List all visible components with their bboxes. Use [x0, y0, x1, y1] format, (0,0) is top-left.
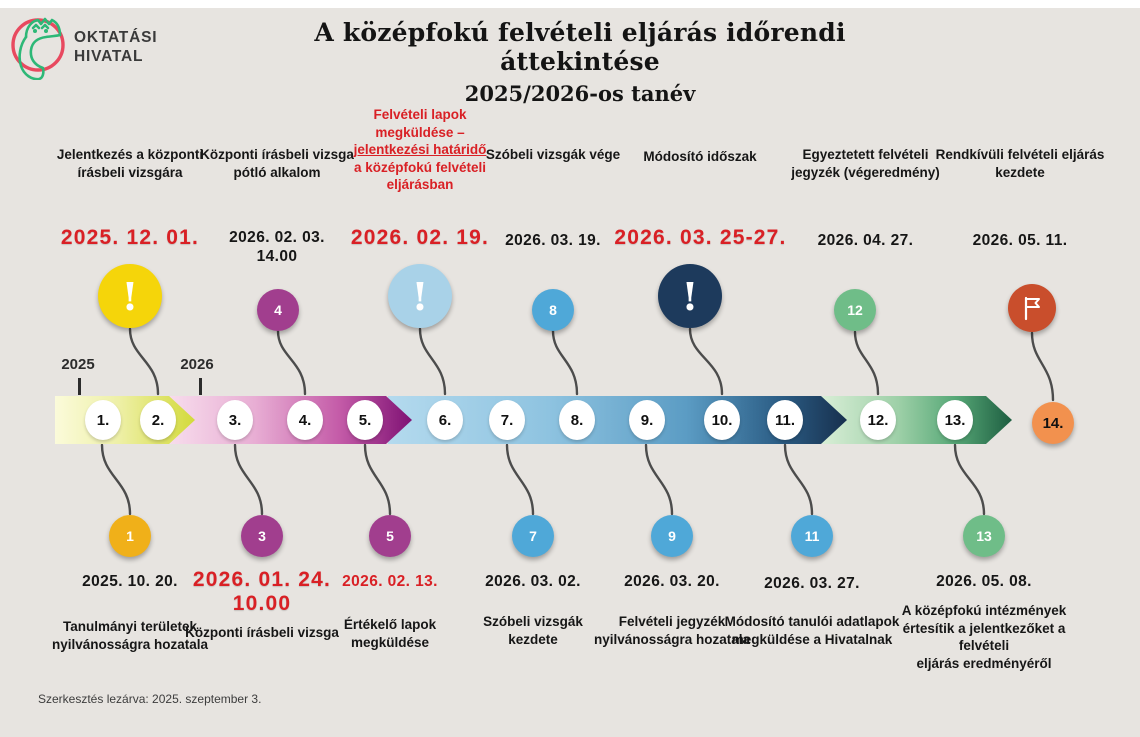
page-title: A középfokú felvételi eljárás időrendi á…: [314, 18, 846, 76]
label-line: értesítik a jelentkezőket a: [902, 620, 1066, 636]
connector-line: [100, 443, 132, 516]
event-label: Felvételi jegyzék nyilvánosságra hozatal…: [593, 614, 751, 647]
date-line: 2026. 01. 24.: [192, 568, 332, 591]
event-date: 2026. 05. 08.: [936, 573, 1032, 590]
event-date: 2026. 03. 20.: [624, 573, 720, 590]
date-line: 2026. 02. 03.: [229, 229, 325, 246]
connector-line: [644, 443, 674, 516]
event-label: Szóbeli vizsgák kezdete: [483, 614, 583, 647]
event-date: 2026. 02. 19.: [350, 226, 490, 249]
connector-line: [128, 327, 160, 396]
timeline-step-2: 2.: [140, 400, 176, 440]
connector-line: [1030, 331, 1055, 402]
timeline-step-14: 14.: [1032, 402, 1074, 444]
alert-badge: !: [388, 264, 452, 328]
step-badge: 5: [369, 515, 411, 557]
year-label-2025: 2025: [61, 356, 95, 373]
alert-badge: !: [98, 264, 162, 328]
event-label: Jelentkezés a központi írásbeli vizsgára: [56, 147, 204, 180]
event-label-highlighted: Felvételi lapok megküldése – jelentkezés…: [340, 106, 500, 194]
alert-badge: !: [658, 264, 722, 328]
year-tick-2025: [78, 378, 81, 395]
label-line: felvételi: [958, 638, 1010, 654]
step-badge: 1: [109, 515, 151, 557]
timeline-step-1: 1.: [85, 400, 121, 440]
editorial-note: Szerkesztés lezárva: 2025. szeptember 3.: [38, 692, 262, 706]
event-date: 2026. 03. 19.: [505, 232, 601, 249]
date-line: 14.00: [256, 248, 298, 266]
brand-line-1: OKTATÁSI: [74, 29, 158, 46]
header: A középfokú felvételi eljárás időrendi á…: [230, 18, 930, 106]
connector-line: [363, 443, 392, 516]
connector-line: [783, 443, 814, 516]
flag-badge: [1008, 284, 1056, 332]
page-subtitle: 2025/2026-os tanév: [464, 81, 696, 106]
connector-line: [505, 443, 535, 516]
event-date: 2026. 02. 13.: [342, 573, 438, 590]
timeline-step-6: 6.: [427, 400, 463, 440]
label-line: a középfokú felvételi: [353, 159, 487, 175]
event-date: 2026. 05. 11.: [972, 232, 1068, 249]
event-date: 2025. 10. 20.: [82, 573, 178, 590]
event-date: 2026. 01. 24. 10.00: [172, 568, 352, 616]
owl-logo-icon: [11, 17, 65, 80]
connector-line: [953, 443, 986, 516]
event-date: 2026. 04. 27.: [817, 232, 914, 249]
connector-line: [418, 327, 447, 396]
event-label: Tanulmányi területek nyilvánosságra hoza…: [51, 619, 209, 652]
timeline-segment-green: [822, 396, 1012, 444]
timeline-step-5: 5.: [347, 400, 383, 440]
step-badge: 9: [651, 515, 693, 557]
event-label: Értékelő lapok megküldése: [343, 617, 437, 650]
label-line: A középfokú intézmények: [901, 603, 1067, 618]
connector-line: [233, 443, 264, 516]
event-date: 2025. 12. 01.: [60, 226, 200, 249]
event-date: 2026. 03. 27.: [764, 575, 860, 592]
year-tick-2026: [199, 378, 202, 395]
label-line: Felvételi lapok: [373, 107, 467, 122]
label-line: megküldése –: [375, 124, 465, 140]
timeline-step-7: 7.: [489, 400, 525, 440]
event-label: Központi írásbeli vizsga: [185, 625, 339, 640]
step-badge: 12: [834, 289, 876, 331]
event-label: Központi írásbeli vizsga pótló alkalom: [200, 147, 354, 180]
label-line-underlined: jelentkezési határidő: [353, 142, 487, 158]
event-label: Módosító tanulói adatlapok megküldése a …: [724, 614, 900, 647]
event-label: Szóbeli vizsgák vége: [485, 147, 621, 162]
event-date: 2026. 03. 02.: [485, 573, 581, 590]
timeline-step-3: 3.: [217, 400, 253, 440]
connector-line: [276, 329, 307, 396]
timeline-step-12: 12.: [860, 400, 896, 440]
timeline-step-9: 9.: [629, 400, 665, 440]
connector-line: [551, 329, 579, 396]
step-badge: 11: [791, 515, 833, 557]
event-date: 2026. 02. 03. 14.00: [197, 228, 357, 267]
step-badge: 3: [241, 515, 283, 557]
year-label-2026: 2026: [180, 356, 214, 373]
flag-icon: [1024, 296, 1040, 321]
event-label: Egyeztetett felvételi jegyzék (végeredmé…: [791, 147, 940, 180]
label-line: eljárás eredményéről: [916, 655, 1052, 671]
connector-line: [853, 330, 880, 396]
event-label: Rendkívüli felvételi eljárás kezdete: [935, 147, 1105, 180]
event-label: Módosító időszak: [643, 149, 757, 164]
connector-line: [688, 327, 724, 396]
event-label: A középfokú intézmények értesítik a jele…: [879, 602, 1089, 672]
timeline-step-4: 4.: [287, 400, 323, 440]
step-badge: 13: [963, 515, 1005, 557]
step-badge: 4: [257, 289, 299, 331]
timeline-step-13: 13.: [937, 400, 973, 440]
date-line: 10.00: [232, 592, 292, 616]
label-line: eljárásban: [386, 177, 454, 193]
step-badge: 8: [532, 289, 574, 331]
brand-name: OKTATÁSI HIVATAL: [74, 28, 157, 66]
step-badge: 7: [512, 515, 554, 557]
timeline-step-11: 11.: [767, 400, 803, 440]
timeline-step-8: 8.: [559, 400, 595, 440]
brand-line-2: HIVATAL: [74, 48, 144, 65]
timeline-step-10: 10.: [704, 400, 740, 440]
event-date: 2026. 03. 25-27.: [614, 226, 787, 249]
